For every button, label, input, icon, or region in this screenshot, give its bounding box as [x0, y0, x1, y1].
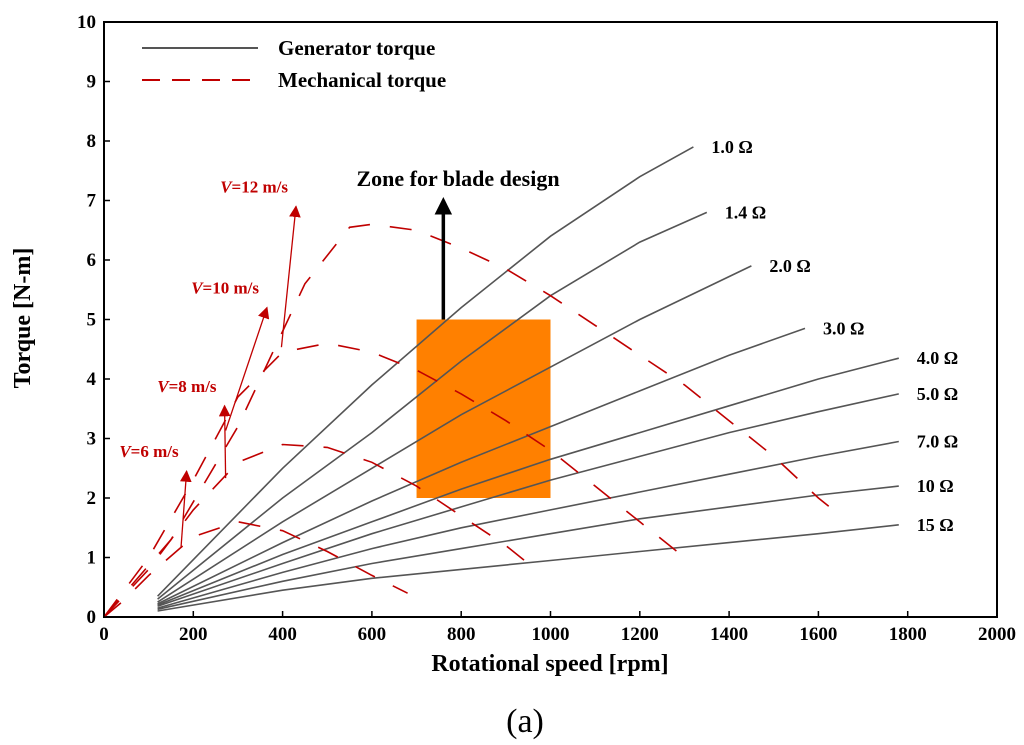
resistance-label-8: 15 Ω — [917, 515, 954, 535]
wind-label-value: =12 m/s — [232, 177, 289, 196]
y-tick-label-3: 3 — [87, 429, 97, 450]
figure-caption: (a) — [506, 703, 544, 740]
mechanical-curve-1 — [103, 443, 529, 618]
mechanical-curve-2 — [103, 342, 685, 618]
series-layer — [103, 146, 900, 618]
wind-arrow-0 — [179, 470, 192, 549]
resistance-label-3: 3.0 Ω — [823, 318, 864, 338]
zone-layer — [416, 319, 551, 498]
y-tick-label-10: 10 — [77, 12, 96, 33]
resistance-label-5: 5.0 Ω — [917, 384, 958, 404]
y-tick-label-9: 9 — [87, 72, 97, 93]
wind-label-value: =10 m/s — [203, 279, 260, 298]
resistance-label-0: 1.0 Ω — [711, 137, 752, 157]
wind-label-variable: V — [157, 377, 170, 396]
generator-curve-1 — [157, 211, 708, 600]
y-tick-label-1: 1 — [87, 548, 97, 569]
mechanical-curve-0 — [103, 520, 408, 618]
y-axis-title: Torque [N-m] — [10, 248, 36, 389]
y-tick-label-4: 4 — [87, 369, 97, 390]
y-tick-label-7: 7 — [87, 191, 97, 212]
generator-curve-6 — [157, 440, 899, 609]
x-tick-label-10: 2000 — [978, 624, 1016, 645]
blade-design-zone — [416, 319, 551, 498]
resistance-label-6: 7.0 Ω — [917, 431, 958, 451]
generator-curve-4 — [157, 357, 900, 606]
x-tick-label-6: 1200 — [621, 624, 659, 645]
x-tick-label-2: 400 — [268, 624, 297, 645]
y-tick-label-6: 6 — [87, 250, 97, 271]
y-tick-label-0: 0 — [87, 607, 97, 628]
x-tick-label-7: 1400 — [710, 624, 748, 645]
x-tick-label-0: 0 — [99, 624, 109, 645]
y-tick-label-8: 8 — [87, 131, 97, 152]
resistance-label-1: 1.4 Ω — [725, 202, 766, 222]
wind-label-0: V=6 m/s — [119, 442, 179, 461]
wind-arrow-1 — [218, 404, 231, 479]
y-tick-label-5: 5 — [87, 310, 97, 331]
zone-label: Zone for blade design — [356, 166, 559, 191]
generator-curve-7 — [157, 485, 899, 611]
wind-label-value: =8 m/s — [169, 377, 217, 396]
wind-arrow-3 — [280, 205, 301, 348]
labels-layer: 1.0 Ω 1.4 Ω 2.0 Ω 3.0 Ω 4.0 Ω 5.0 Ω 7.0 Ω 10 Ω 1… — [119, 137, 958, 549]
legend-generator-label: Generator torque — [278, 36, 435, 60]
wind-label-variable: V — [119, 442, 132, 461]
wind-label-value: =6 m/s — [131, 442, 179, 461]
generator-curve-3 — [157, 327, 806, 605]
wind-label-variable: V — [220, 177, 233, 196]
x-tick-label-5: 1000 — [532, 624, 570, 645]
wind-label-2: V=10 m/s — [191, 279, 259, 298]
generator-curve-2 — [157, 265, 752, 603]
y-tick-label-2: 2 — [87, 488, 97, 509]
generator-curve-0 — [157, 146, 694, 597]
resistance-label-4: 4.0 Ω — [917, 348, 958, 368]
legend: Generator torque Mechanical torque — [142, 36, 446, 92]
x-tick-label-9: 1800 — [889, 624, 927, 645]
resistance-label-7: 10 Ω — [917, 476, 954, 496]
axes-layer: 0 200 400 600 800 1000 1200 1400 1600 1800 2000 0 1 2… — [77, 12, 1016, 645]
generator-curve-8 — [157, 524, 899, 612]
generator-curve-5 — [157, 393, 899, 608]
x-tick-label-8: 1600 — [799, 624, 837, 645]
x-tick-label-3: 600 — [358, 624, 387, 645]
legend-mechanical-label: Mechanical torque — [278, 68, 446, 92]
wind-label-1: V=8 m/s — [157, 377, 217, 396]
wind-label-variable: V — [191, 279, 204, 298]
resistance-label-2: 2.0 Ω — [769, 256, 810, 276]
x-tick-label-1: 200 — [179, 624, 208, 645]
x-tick-label-4: 800 — [447, 624, 476, 645]
wind-label-3: V=12 m/s — [220, 177, 288, 196]
wind-arrow-2 — [225, 306, 270, 431]
x-axis-title: Rotational speed [rpm] — [431, 651, 668, 677]
